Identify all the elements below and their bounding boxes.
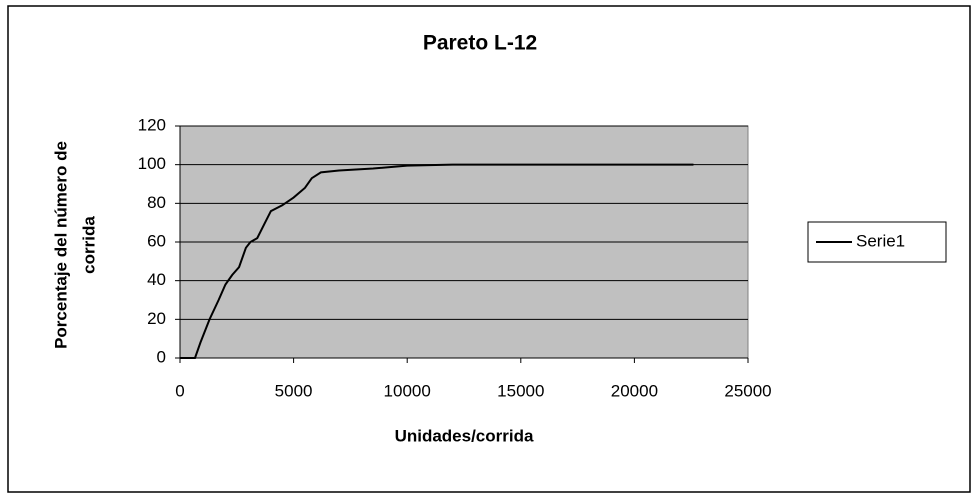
y-tick-label: 20: [147, 309, 166, 328]
y-tick-label: 60: [147, 231, 166, 250]
y-tick-label: 0: [157, 347, 166, 366]
x-tick-label: 0: [175, 381, 184, 400]
legend-label: Serie1: [856, 231, 905, 250]
x-tick-label: 15000: [497, 381, 544, 400]
y-axis-label-line: Porcentaje del número de: [51, 141, 70, 349]
chart-title: Pareto L-12: [423, 32, 537, 55]
x-tick-label: 5000: [275, 381, 313, 400]
x-axis-label: Unidades/corrida: [395, 426, 534, 445]
x-tick-label: 25000: [724, 381, 771, 400]
x-tick-label: 10000: [384, 381, 431, 400]
y-axis-label: Porcentaje del número de corrida: [51, 141, 98, 349]
y-tick-label: 80: [147, 193, 166, 212]
y-tick-label: 120: [138, 115, 166, 134]
series-line: [180, 163, 694, 359]
y-axis-label-line: corrida: [79, 216, 98, 274]
y-tick-label: 40: [147, 270, 166, 289]
x-tick-label: 20000: [611, 381, 658, 400]
y-tick-label: 100: [138, 154, 166, 173]
